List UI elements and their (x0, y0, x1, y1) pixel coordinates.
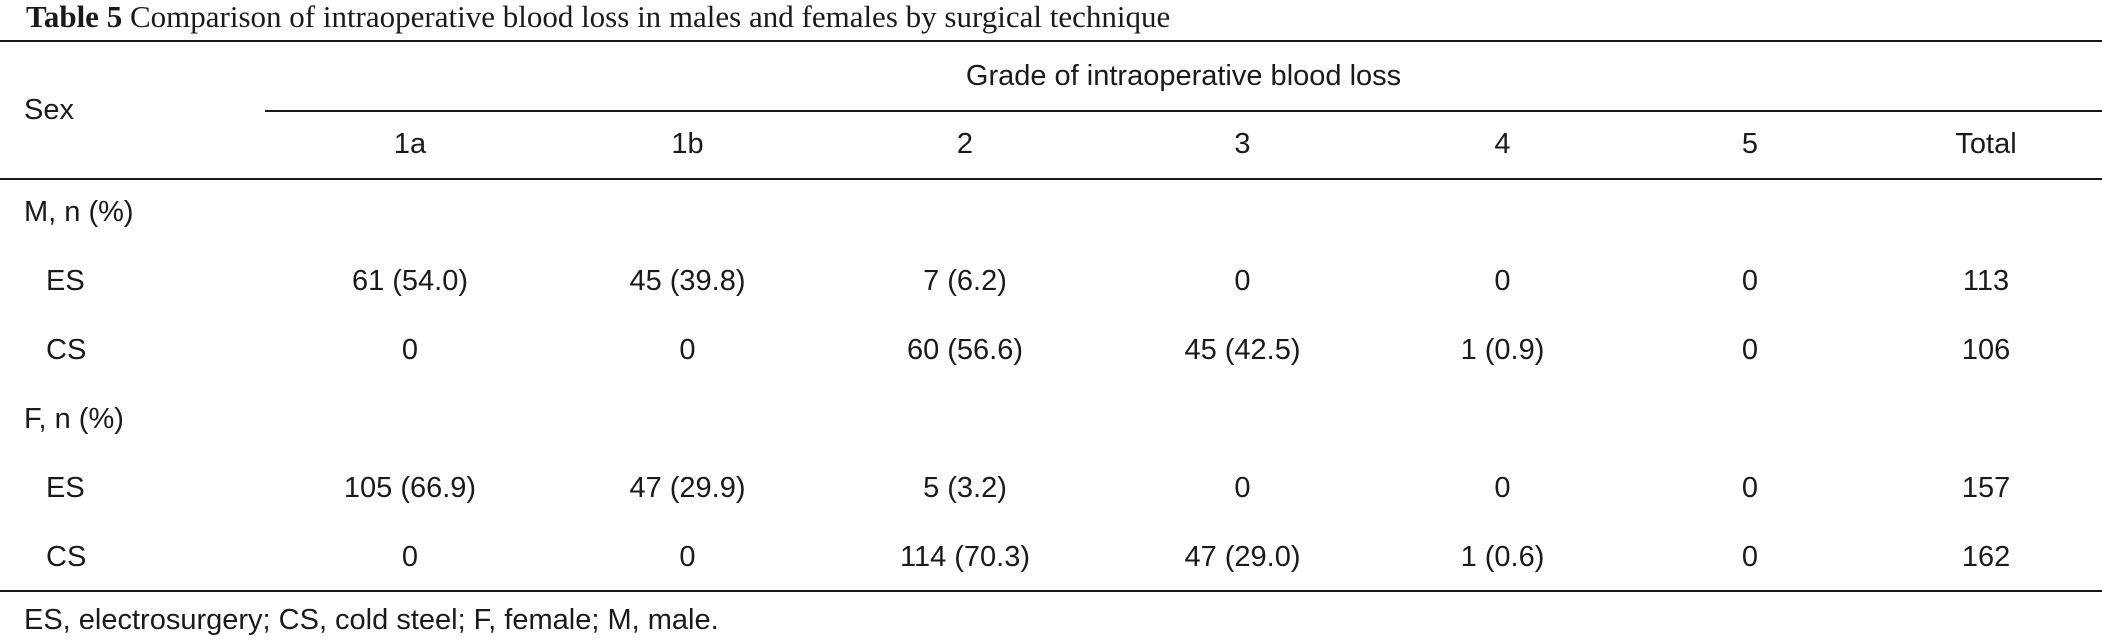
table-cell: 0 (1741, 541, 1759, 573)
table-cell: 0 (1234, 472, 1251, 504)
table-row: CS 0 0 114 (70.3) 47 (29.0) 1 (0.6) 0 162 (0, 523, 2102, 592)
column-header: 1b (671, 127, 704, 160)
table-row: ES 61 (54.0) 45 (39.8) 7 (6.2) 0 0 0 113 (0, 247, 2102, 316)
table-row: CS 0 0 60 (56.6) 45 (42.5) 1 (0.9) 0 106 (0, 316, 2102, 385)
table-cell: 0 (1741, 472, 1759, 504)
table-caption-text: Comparison of intraoperative blood loss … (129, 0, 1171, 34)
table-cell: 105 (66.9) (343, 472, 477, 504)
table-cell (265, 385, 555, 454)
table-cell (1630, 178, 1870, 247)
header-bottom-rule (0, 178, 2102, 180)
table-cell: 0 (1741, 334, 1759, 366)
table-cell (1870, 385, 2102, 454)
group-header-rule (265, 110, 2102, 112)
table-body: M, n (%) ES 61 (54.0) 45 (39.8) 7 (6.2) 0 0 0 11… (0, 178, 2102, 592)
table-cell: 47 (29.0) (1184, 541, 1301, 573)
grade-group-header: Grade of intraoperative blood loss (965, 59, 1402, 92)
column-header: 3 (1234, 127, 1251, 160)
group-label: M, n (%) (24, 196, 134, 228)
top-rule (0, 40, 2102, 42)
table-cell: 162 (1961, 541, 2011, 573)
column-header: 1a (393, 127, 427, 160)
column-header: Total (1955, 127, 2017, 160)
table-cell (1375, 178, 1630, 247)
table-cell: 45 (39.8) (629, 265, 746, 297)
table-cell: 0 (401, 334, 419, 366)
table-cell (820, 178, 1110, 247)
table-caption-label: Table 5 (26, 0, 123, 34)
table-cell: 1 (0.9) (1460, 334, 1545, 366)
table-cell: 5 (3.2) (923, 472, 1007, 504)
table-cell (1110, 178, 1375, 247)
table-cell: 157 (1961, 472, 2011, 504)
table-cell: 113 (1962, 265, 2010, 297)
table-cell (820, 385, 1110, 454)
group-row: F, n (%) (0, 385, 2102, 454)
sex-column-header: Sex (24, 93, 74, 126)
table-row: ES 105 (66.9) 47 (29.9) 5 (3.2) 0 0 0 157 (0, 454, 2102, 523)
row-label: CS (46, 334, 87, 366)
column-header: 4 (1494, 127, 1511, 160)
table-cell (1630, 385, 1870, 454)
blood-loss-table: Sex Grade of intraoperative blood loss 1… (0, 42, 2102, 592)
table-cell: 106 (1961, 334, 2011, 366)
table-cell: 0 (679, 541, 696, 573)
table-cell (1870, 178, 2102, 247)
group-row: M, n (%) (0, 178, 2102, 247)
table-cell: 0 (401, 541, 419, 573)
table-cell: 0 (1741, 265, 1759, 297)
table-cell (265, 178, 555, 247)
column-header: 5 (1741, 127, 1759, 160)
table-cell: 0 (1494, 472, 1511, 504)
row-label: CS (46, 541, 87, 573)
table-cell (1375, 385, 1630, 454)
column-header-row: 1a 1b 2 3 4 5 Total (0, 110, 2102, 178)
table-cell: 1 (0.6) (1460, 541, 1545, 573)
group-label: F, n (%) (24, 403, 124, 435)
table-cell (555, 178, 820, 247)
table-cell: 0 (1234, 265, 1251, 297)
table-cell: 0 (679, 334, 696, 366)
table-cell: 61 (54.0) (351, 265, 469, 297)
table-cell: 0 (1494, 265, 1511, 297)
table-cell: 47 (29.9) (629, 472, 746, 504)
row-label: ES (46, 265, 85, 297)
table-cell (555, 385, 820, 454)
table-cell: 60 (56.6) (906, 334, 1024, 366)
row-label: ES (46, 472, 85, 504)
table-cell: 114 (70.3) (899, 541, 1031, 573)
table-footnote: ES, electrosurgery; CS, cold steel; F, f… (24, 604, 719, 636)
table-cell (1110, 385, 1375, 454)
column-header: 2 (956, 127, 974, 160)
table-cell: 45 (42.5) (1184, 334, 1301, 366)
bottom-rule (0, 590, 2102, 592)
table-cell: 7 (6.2) (923, 265, 1007, 297)
table-caption: Table 5 Comparison of intraoperative blo… (26, 0, 1170, 38)
